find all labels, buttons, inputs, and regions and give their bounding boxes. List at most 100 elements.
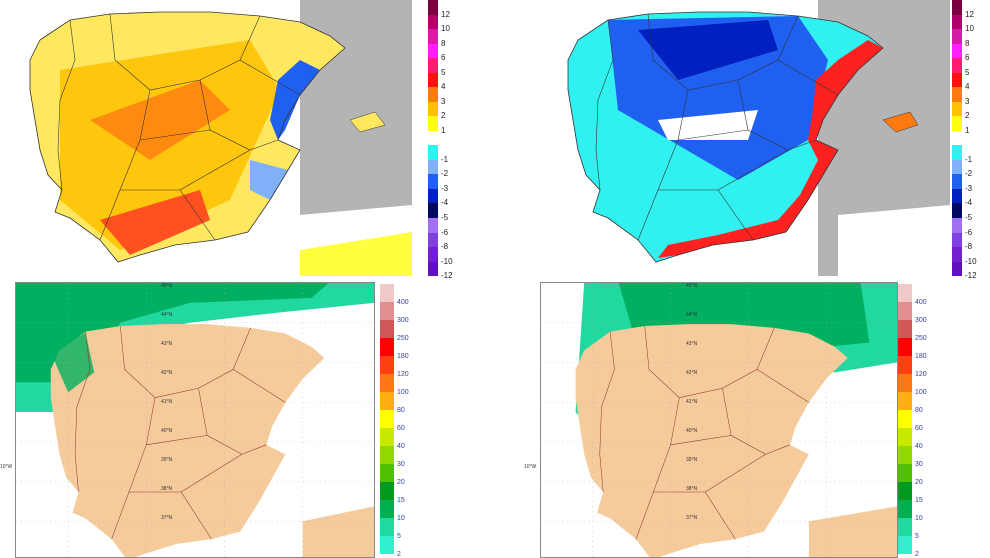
colorbar-step: 180 — [898, 338, 927, 360]
color-swatch — [428, 130, 438, 146]
color-swatch — [428, 87, 438, 102]
colorbar-step: 2 — [380, 536, 401, 558]
colorbar-label: 10 — [965, 24, 974, 34]
latitude-label: 40°N — [161, 428, 173, 434]
colorbar-step: 5 — [898, 518, 919, 540]
colorbar-label: 2 — [441, 111, 446, 121]
latitude-label: 39°N — [686, 457, 698, 463]
colorbar-label: 300 — [915, 317, 927, 324]
colorbar-label: 60 — [915, 425, 923, 432]
colorbar-label: 3 — [965, 96, 970, 106]
colorbar-label: 80 — [397, 407, 405, 414]
colorbar-label: 100 — [915, 389, 927, 396]
color-swatch — [952, 58, 962, 73]
colorbar-step: -5 — [952, 203, 972, 222]
colorbar-step: 20 — [898, 464, 923, 486]
colorbar-label: -2 — [965, 169, 973, 179]
colorbar-step: -10 — [428, 247, 453, 266]
colorbar-label: -5 — [965, 212, 973, 222]
colorbar-label: -10 — [441, 256, 453, 266]
color-swatch — [428, 217, 438, 233]
colorbar-label: 15 — [397, 497, 405, 504]
colorbar-label: 5 — [441, 67, 446, 77]
color-swatch — [428, 101, 438, 117]
colorbar-step — [952, 130, 962, 146]
latitude-label: 45°N — [161, 283, 173, 289]
colorbar-label: 1 — [965, 125, 970, 135]
colorbar-step: 12 — [952, 0, 974, 19]
color-swatch — [898, 320, 912, 338]
precipitation-map-right: 45°N 44°N 43°N 42°N 41°N 40°N 39°N 38°N 37°N 10°… — [524, 282, 990, 558]
colorbar-step: -12 — [952, 261, 977, 280]
colorbar-step: 100 — [380, 374, 409, 396]
color-swatch — [952, 116, 962, 131]
colorbar-step: 15 — [380, 482, 405, 504]
lon-label: 10°W — [0, 464, 13, 470]
colorbar-label: 60 — [397, 425, 405, 432]
color-swatch — [898, 374, 912, 392]
colorbar-label: 15 — [915, 497, 923, 504]
colorbar-bottom-left: 400 300 250 180 120 100 80 60 40 30 20 15 10 5 2 — [380, 284, 409, 558]
colorbar-label: 4 — [965, 82, 970, 92]
colorbar-step: -5 — [428, 203, 448, 222]
color-swatch — [380, 500, 394, 518]
color-swatch — [898, 500, 912, 518]
colorbar-label: 12 — [965, 9, 974, 19]
color-swatch — [428, 14, 438, 30]
color-swatch — [898, 536, 912, 554]
color-swatch — [952, 130, 962, 146]
latitude-label: 43°N — [161, 341, 173, 347]
colorbar-step: 15 — [898, 482, 923, 504]
colorbar-step: 250 — [380, 320, 409, 342]
colorbar-step: 100 — [898, 374, 927, 396]
color-swatch — [952, 188, 962, 204]
color-swatch — [428, 174, 438, 189]
colorbar-label: 3 — [441, 96, 446, 106]
colorbar-step: -8 — [428, 232, 448, 251]
color-swatch — [952, 261, 962, 277]
color-swatch — [428, 203, 438, 218]
colorbar-step: 300 — [380, 302, 409, 324]
colorbar-label: -5 — [441, 212, 449, 222]
colorbar-step: 12 — [428, 0, 450, 19]
colorbar-step: 1 — [428, 116, 445, 135]
colorbar-label: 5 — [915, 533, 919, 540]
colorbar-step: -3 — [952, 174, 972, 193]
colorbar-label: 12 — [441, 9, 450, 19]
color-swatch — [898, 392, 912, 410]
color-swatch — [380, 374, 394, 392]
colorbar-step: 5 — [952, 58, 969, 77]
color-swatch — [952, 87, 962, 102]
color-swatch — [380, 518, 394, 536]
colorbar-step: 10 — [952, 14, 974, 33]
color-swatch — [898, 356, 912, 374]
colorbar-step: -2 — [428, 159, 448, 178]
color-swatch — [898, 410, 912, 428]
colorbar-step: 40 — [898, 428, 923, 450]
latitude-label: 44°N — [686, 312, 698, 318]
colorbar-step: 4 — [952, 72, 969, 91]
color-swatch — [380, 410, 394, 428]
colorbar-step: -3 — [428, 174, 448, 193]
colorbar-label: -2 — [441, 169, 449, 179]
color-swatch — [428, 72, 438, 88]
colorbar-step: -10 — [952, 247, 977, 266]
colorbar-label: 10 — [915, 515, 923, 522]
color-swatch — [380, 428, 394, 446]
colorbar-label: 6 — [965, 53, 970, 63]
colorbar-step: -4 — [952, 188, 972, 207]
color-swatch — [952, 101, 962, 117]
color-swatch — [898, 302, 912, 320]
latitude-label: 37°N — [161, 515, 173, 521]
map-right-bottom — [541, 283, 897, 557]
colorbar-label: -8 — [965, 242, 973, 252]
colorbar-label: 2 — [915, 551, 919, 558]
color-swatch — [380, 482, 394, 500]
latitude-label: 40°N — [686, 428, 698, 434]
color-swatch — [952, 72, 962, 88]
color-swatch — [380, 356, 394, 374]
colorbar-step: 8 — [952, 29, 969, 48]
colorbar-label: 5 — [397, 533, 401, 540]
colorbar-label: 400 — [915, 299, 927, 306]
colorbar-step: 10 — [380, 500, 405, 522]
